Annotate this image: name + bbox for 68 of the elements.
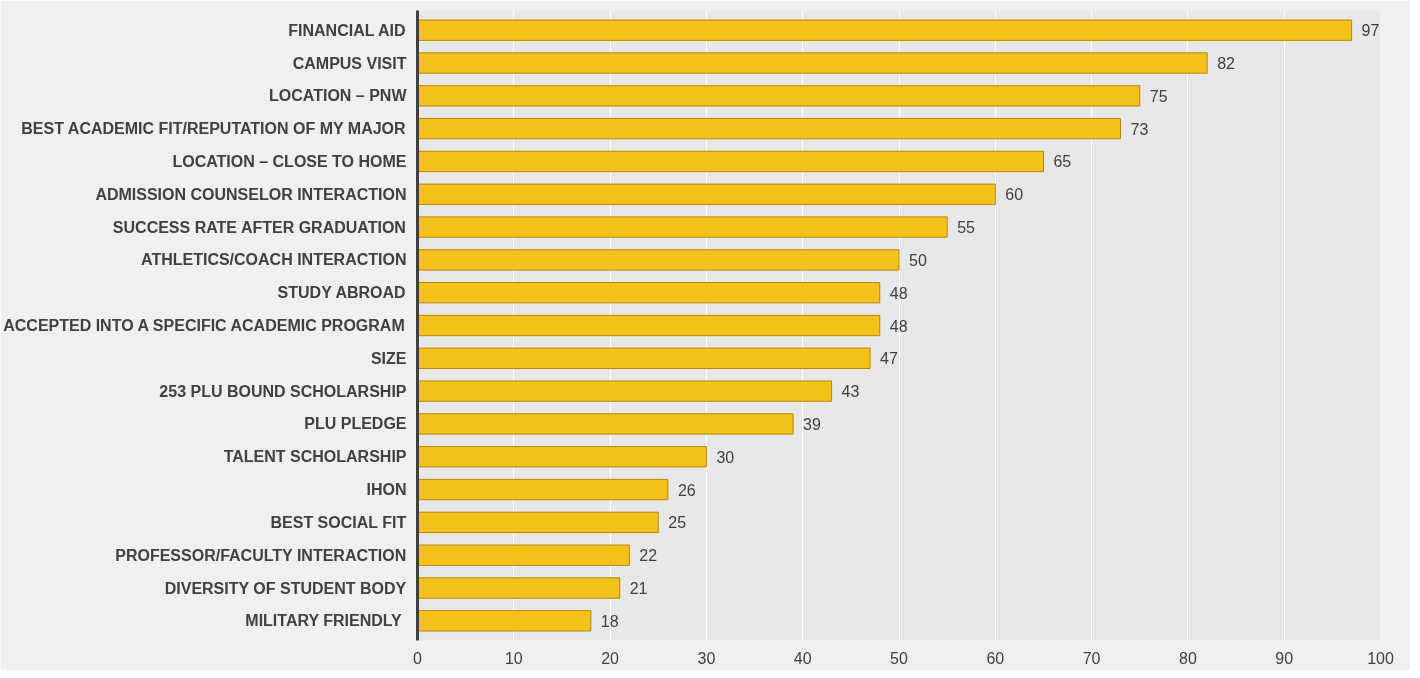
bar	[417, 511, 659, 534]
y-tick-label: LOCATION – CLOSE TO HOME	[172, 152, 407, 170]
bar	[417, 478, 669, 501]
y-tick-label: DIVERSITY OF STUDENT BODY	[164, 579, 407, 597]
bar	[417, 544, 630, 566]
y-tick-label: IHON	[366, 481, 407, 499]
x-tick-label: 100	[1367, 649, 1394, 667]
y-tick-label: PROFESSOR/FACULTY INTERACTION	[115, 546, 407, 564]
data-label: 60	[1005, 186, 1024, 204]
data-label: 21	[629, 580, 648, 597]
x-tick-label: 10	[504, 649, 523, 667]
x-tick-label: 30	[697, 649, 716, 667]
data-label: 65	[1053, 153, 1072, 171]
data-label: 18	[600, 612, 619, 630]
data-label: 39	[803, 415, 821, 433]
y-tick-label: 253 PLU BOUND SCHOLARSHIP	[159, 382, 407, 400]
x-tick-label: 50	[890, 649, 908, 667]
data-label: 43	[841, 383, 860, 401]
y-tick-label: LOCATION – PNW	[269, 87, 408, 105]
y-tick-label: ADMISSION COUNSELOR INTERACTION	[95, 185, 407, 203]
bar	[417, 117, 1121, 140]
bar	[417, 249, 900, 271]
y-tick-label: SUCCESS RATE AFTER GRADUATION	[112, 218, 406, 236]
x-tick-label: 90	[1275, 649, 1294, 667]
data-label: 47	[880, 350, 899, 368]
bar	[417, 577, 621, 599]
x-tick-label: 40	[793, 649, 812, 667]
y-tick-label: PLU PLEDGE	[304, 415, 407, 433]
y-tick-label: CAMPUS VISIT	[292, 54, 407, 72]
x-tick-label: 70	[1082, 649, 1101, 667]
y-tick-label: MILITARY FRIENDLY	[245, 612, 403, 630]
bar	[417, 216, 948, 238]
bar	[417, 282, 881, 304]
y-tick-label: TALENT SCHOLARSHIP	[223, 448, 407, 466]
bar	[417, 19, 1353, 41]
bar	[417, 314, 881, 337]
y-tick-label: BEST ACADEMIC FIT/REPUTATION OF MY MAJOR	[21, 120, 407, 138]
data-label: 25	[668, 514, 687, 532]
data-label: 55	[957, 219, 976, 237]
data-label: 48	[889, 317, 908, 335]
bar	[417, 183, 996, 205]
x-tick-label: 20	[601, 649, 620, 667]
y-tick-label: ATHLETICS/COACH INTERACTION	[141, 251, 407, 269]
y-tick-label: FINANCIAL AID	[288, 21, 406, 39]
data-label: 26	[677, 481, 696, 499]
bar	[417, 150, 1044, 173]
y-tick-label: ACCEPTED INTO A SPECIFIC ACADEMIC PROGRAM	[3, 317, 405, 334]
data-label: 48	[889, 284, 908, 302]
data-label: 30	[716, 448, 735, 466]
data-label: 82	[1217, 55, 1236, 72]
y-tick-label: STUDY ABROAD	[277, 284, 406, 302]
data-label: 73	[1130, 120, 1149, 138]
x-tick-label: 60	[986, 649, 1005, 667]
data-label: 50	[909, 251, 927, 269]
bar	[417, 413, 794, 435]
bar	[417, 52, 1208, 74]
bar	[417, 85, 1141, 107]
y-tick-label: BEST SOCIAL FIT	[270, 513, 407, 531]
bar	[417, 610, 592, 632]
y-tick-label: SIZE	[370, 349, 407, 367]
x-tick-label: 0	[413, 649, 423, 667]
data-label: 75	[1149, 87, 1168, 105]
data-label: 22	[639, 547, 658, 565]
data-label: 97	[1361, 22, 1380, 40]
bar	[417, 380, 833, 402]
x-tick-label: 80	[1179, 649, 1197, 667]
bar	[417, 446, 707, 468]
bar	[417, 347, 871, 369]
